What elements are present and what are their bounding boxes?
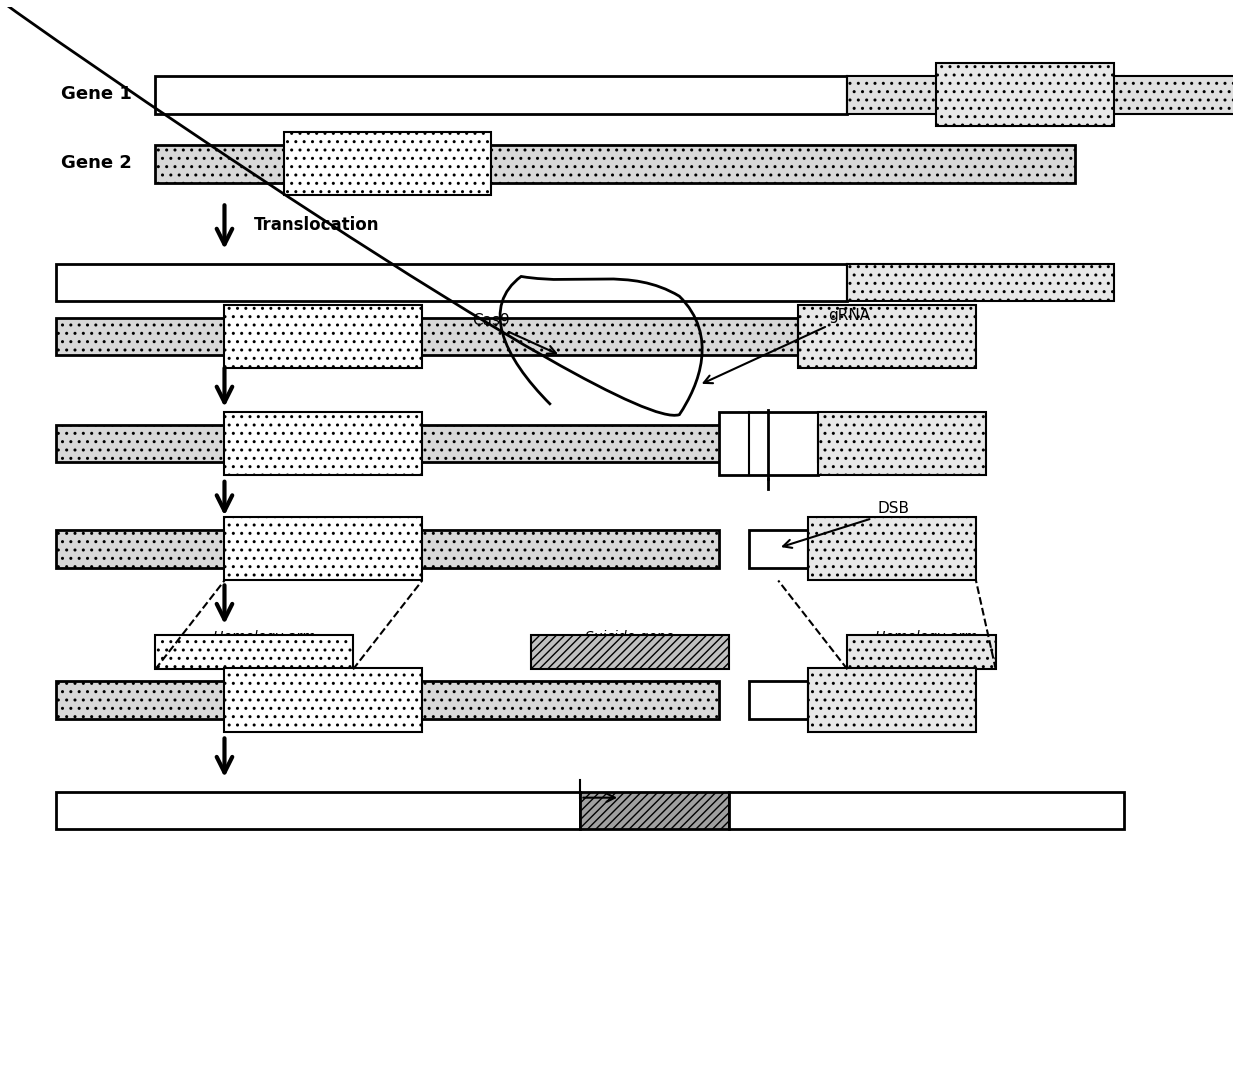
Text: Translocation: Translocation	[254, 217, 379, 234]
Bar	[224, 412, 423, 474]
Bar	[580, 792, 729, 830]
Bar	[56, 318, 799, 355]
Bar	[56, 531, 719, 567]
Bar	[847, 635, 996, 669]
Text: Cas9: Cas9	[471, 313, 510, 328]
Text: DSB: DSB	[877, 501, 909, 516]
Text: gRNA: gRNA	[827, 309, 869, 324]
Bar	[224, 518, 423, 580]
Bar	[936, 63, 1115, 127]
Text: Gene 2: Gene 2	[61, 154, 133, 172]
Bar	[817, 412, 986, 474]
Bar	[808, 668, 976, 731]
Bar	[808, 518, 976, 580]
Bar	[56, 681, 719, 719]
Bar	[224, 668, 423, 731]
Bar	[719, 412, 817, 474]
Bar	[155, 635, 353, 669]
Bar	[155, 145, 1075, 183]
Bar	[155, 76, 847, 114]
Bar	[749, 681, 808, 719]
Bar	[56, 792, 580, 830]
Bar	[56, 263, 847, 301]
Bar	[224, 305, 423, 368]
Bar	[729, 792, 1125, 830]
Bar	[847, 76, 1240, 114]
Text: Suicide gene: Suicide gene	[585, 629, 675, 643]
Bar	[56, 425, 799, 462]
Bar	[799, 305, 976, 368]
Bar	[847, 263, 1115, 301]
Text: Gene 1: Gene 1	[61, 84, 133, 103]
Bar	[749, 531, 808, 567]
Bar	[284, 132, 491, 196]
Text: Homology arm: Homology arm	[875, 629, 977, 643]
Text: Homology arm: Homology arm	[213, 629, 315, 643]
Bar	[531, 635, 729, 669]
